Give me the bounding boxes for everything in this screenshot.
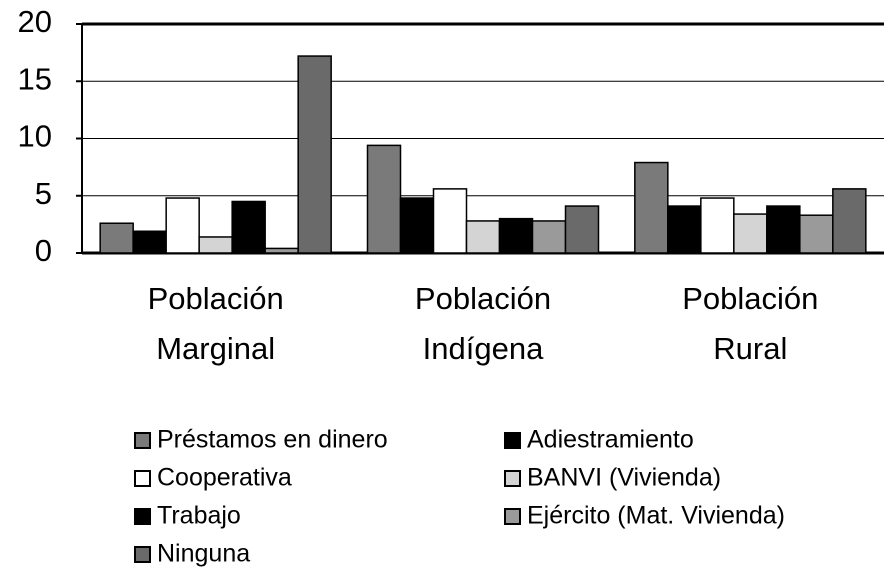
- bar: [700, 197, 735, 254]
- bar: [498, 217, 534, 254]
- bar: [99, 222, 134, 254]
- bar: [297, 55, 332, 254]
- y-tick-label: 10: [18, 119, 52, 154]
- bar: [564, 205, 600, 254]
- legend-swatch: [134, 508, 151, 525]
- bar: [634, 161, 669, 254]
- legend-swatch: [504, 432, 521, 449]
- legend-label: Adiestramiento: [527, 426, 694, 454]
- bar: [132, 230, 167, 254]
- legend-swatch: [504, 470, 521, 487]
- bar: [366, 144, 402, 254]
- legend-label: Ninguna: [157, 540, 250, 568]
- bar: [832, 188, 867, 254]
- legend-swatch: [504, 508, 521, 525]
- legend-swatch: [134, 546, 151, 563]
- bar: [198, 236, 233, 254]
- bar: [399, 197, 435, 254]
- x-tick-label: Población Indígena: [414, 281, 552, 366]
- legend-swatch: [134, 432, 151, 449]
- legend-label: BANVI (Vivienda): [527, 464, 721, 492]
- bar: [432, 188, 468, 254]
- y-tick-label: 15: [18, 61, 52, 96]
- y-tick-label: 0: [35, 233, 52, 268]
- bar: [766, 205, 801, 254]
- legend-swatch: [134, 470, 151, 487]
- x-tick-label: Población Marginal: [147, 281, 284, 366]
- legend-label: Trabajo: [157, 502, 241, 530]
- bar: [264, 247, 299, 254]
- legend-label: Ejército (Mat. Vivienda): [527, 502, 785, 530]
- y-tick-label: 5: [35, 176, 52, 211]
- legend-label: Préstamos en dinero: [157, 426, 388, 454]
- bar: [165, 197, 200, 254]
- bar: [799, 214, 834, 254]
- bar: [531, 220, 567, 254]
- bar: [465, 220, 501, 254]
- y-tick-label: 20: [18, 4, 52, 39]
- bar: [667, 205, 702, 254]
- x-tick-label: Población Rural: [682, 281, 819, 366]
- bar: [733, 213, 768, 254]
- bar: [231, 200, 266, 254]
- legend-label: Cooperativa: [157, 464, 292, 492]
